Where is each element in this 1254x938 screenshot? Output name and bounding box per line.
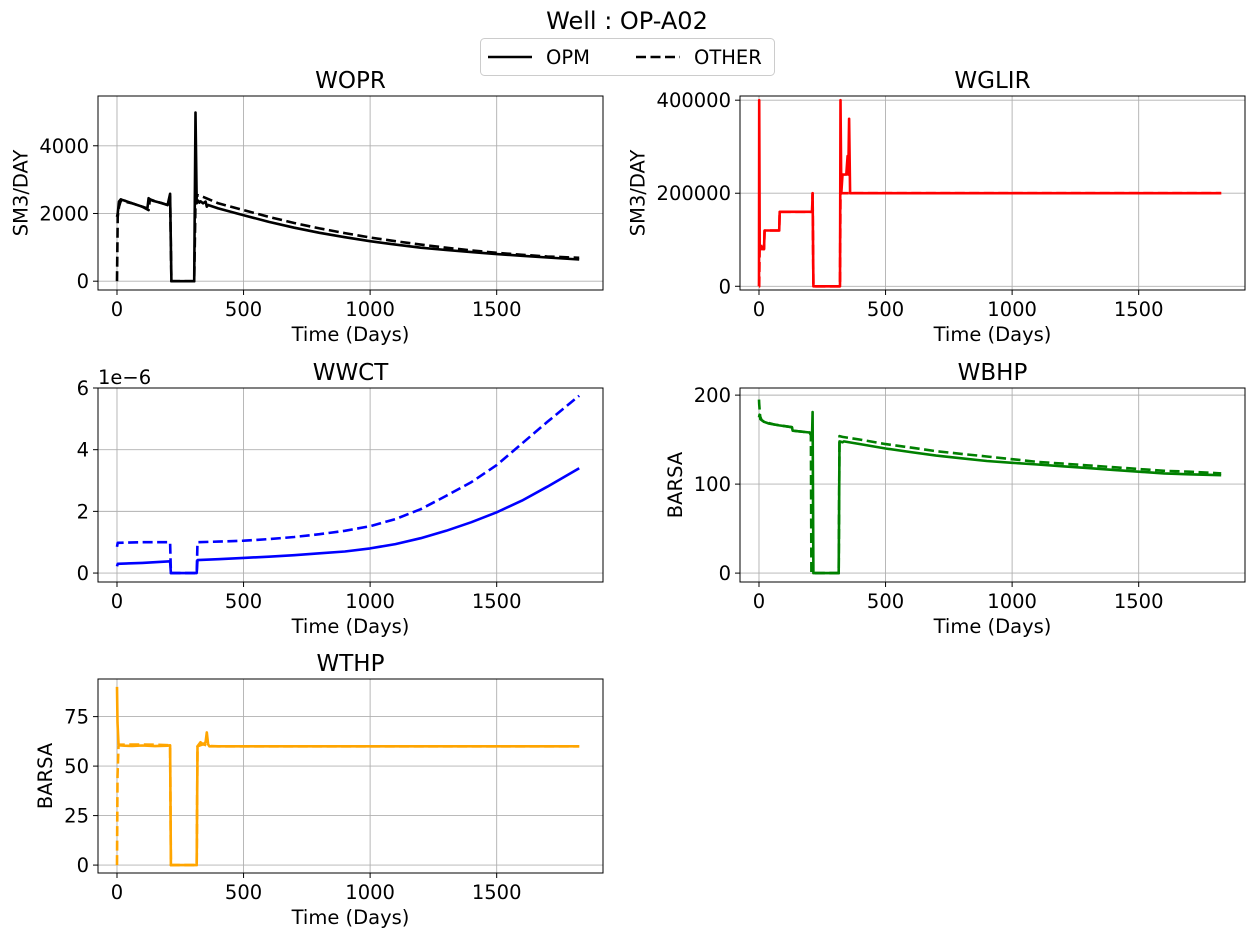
wglir-xlabel: Time (Days) xyxy=(933,323,1052,346)
wglir-series-other xyxy=(757,191,1222,288)
wwct-xtick-label-2: 1000 xyxy=(345,590,395,613)
wopr-xtick-label-1: 500 xyxy=(225,298,262,321)
wthp-axes-frame xyxy=(97,678,604,874)
wglir-ytick-label-0: 0 xyxy=(719,275,731,298)
wopr-series-opm xyxy=(115,111,580,283)
wthp-series-opm xyxy=(115,686,580,867)
panel-wglir: 0 500 1000 1500 0 200000 400000 WGLIR Time (Days… xyxy=(627,68,1246,346)
wwct-axes-frame xyxy=(97,387,604,583)
wglir-title: WGLIR xyxy=(954,68,1030,94)
wbhp-series-opm xyxy=(757,410,1222,575)
wbhp-xtick-label-3: 1500 xyxy=(1114,590,1164,613)
wglir-xtick-label-0: 0 xyxy=(753,298,765,321)
wthp-ytick-label-0: 0 xyxy=(77,854,89,877)
legend-opm-label: OPM xyxy=(546,46,590,69)
wopr-series-other xyxy=(115,193,580,283)
panel-wopr: 0 500 1000 1500 0 2000 4000 WOPR Time (Days) SM3/… xyxy=(9,68,604,346)
legend-other-label: OTHER xyxy=(694,46,762,69)
wwct-ytick-label-3: 6 xyxy=(77,377,89,400)
wopr-xtick-label-3: 1500 xyxy=(472,298,522,321)
wwct-xtick-label-0: 0 xyxy=(111,590,123,613)
wthp-ytick-label-2: 50 xyxy=(64,755,89,778)
panel-wbhp: 0 500 1000 1500 0 100 200 WBHP Time (Days) BARSA xyxy=(664,360,1246,638)
wbhp-axes-frame xyxy=(739,387,1246,583)
wwct-xlabel: Time (Days) xyxy=(291,615,410,638)
panel-wthp: 0 500 1000 1500 0 25 50 75 WTHP Time (Days) BARSA xyxy=(34,651,604,929)
wwct-xtick-label-3: 1500 xyxy=(472,590,522,613)
wopr-ylabel: SM3/DAY xyxy=(9,150,32,237)
wwct-xtick-label-1: 500 xyxy=(225,590,262,613)
wbhp-xlabel: Time (Days) xyxy=(933,615,1052,638)
wglir-ylabel: SM3/DAY xyxy=(627,150,650,237)
figure-title: Well : OP-A02 xyxy=(546,7,708,35)
wthp-xtick-label-0: 0 xyxy=(111,881,123,904)
wopr-ytick-label-2: 4000 xyxy=(39,135,89,158)
wbhp-ytick-label-0: 0 xyxy=(719,562,731,585)
wthp-xlabel: Time (Days) xyxy=(291,906,410,929)
wwct-ytick-label-1: 2 xyxy=(77,500,89,523)
wglir-ytick-label-1: 200000 xyxy=(657,182,731,205)
wthp-ytick-label-3: 75 xyxy=(64,706,89,729)
wwct-ytick-label-2: 4 xyxy=(77,439,89,462)
panel-wwct: 0 500 1000 1500 0 2 4 6 WWCT Time (Days) 1e−6 xyxy=(77,360,604,638)
wthp-series-other xyxy=(115,742,580,867)
wopr-xlabel: Time (Days) xyxy=(291,323,410,346)
wopr-title: WOPR xyxy=(315,68,386,94)
wbhp-xtick-label-1: 500 xyxy=(867,590,904,613)
wbhp-ytick-label-2: 200 xyxy=(694,384,731,407)
wthp-ytick-label-1: 25 xyxy=(64,805,89,828)
wwct-series-opm xyxy=(115,467,580,575)
wbhp-series-other xyxy=(757,399,1222,575)
legend: OPM OTHER xyxy=(480,38,775,76)
wbhp-ylabel: BARSA xyxy=(664,451,687,518)
wthp-ylabel: BARSA xyxy=(34,742,57,809)
wopr-axes-frame xyxy=(97,95,604,291)
wopr-ytick-label-0: 0 xyxy=(77,270,89,293)
legend-frame xyxy=(480,38,775,76)
wthp-xtick-label-2: 1000 xyxy=(345,881,395,904)
wopr-xtick-label-2: 1000 xyxy=(345,298,395,321)
wbhp-xtick-label-2: 1000 xyxy=(987,590,1037,613)
wglir-xtick-label-2: 1000 xyxy=(987,298,1037,321)
wwct-offset-text: 1e−6 xyxy=(98,366,151,389)
wglir-xtick-label-1: 500 xyxy=(867,298,904,321)
wglir-ytick-label-2: 400000 xyxy=(657,89,731,112)
wglir-xtick-label-3: 1500 xyxy=(1114,298,1164,321)
wthp-title: WTHP xyxy=(317,651,385,677)
wwct-ytick-label-0: 0 xyxy=(77,562,89,585)
wbhp-ytick-label-1: 100 xyxy=(694,473,731,496)
wthp-xtick-label-3: 1500 xyxy=(472,881,522,904)
wopr-ytick-label-1: 2000 xyxy=(39,202,89,225)
wopr-xtick-label-0: 0 xyxy=(111,298,123,321)
wbhp-xtick-label-0: 0 xyxy=(753,590,765,613)
wwct-title: WWCT xyxy=(313,360,390,386)
wthp-xtick-label-1: 500 xyxy=(225,881,262,904)
wbhp-title: WBHP xyxy=(958,360,1028,386)
wwct-series-other xyxy=(115,394,581,575)
